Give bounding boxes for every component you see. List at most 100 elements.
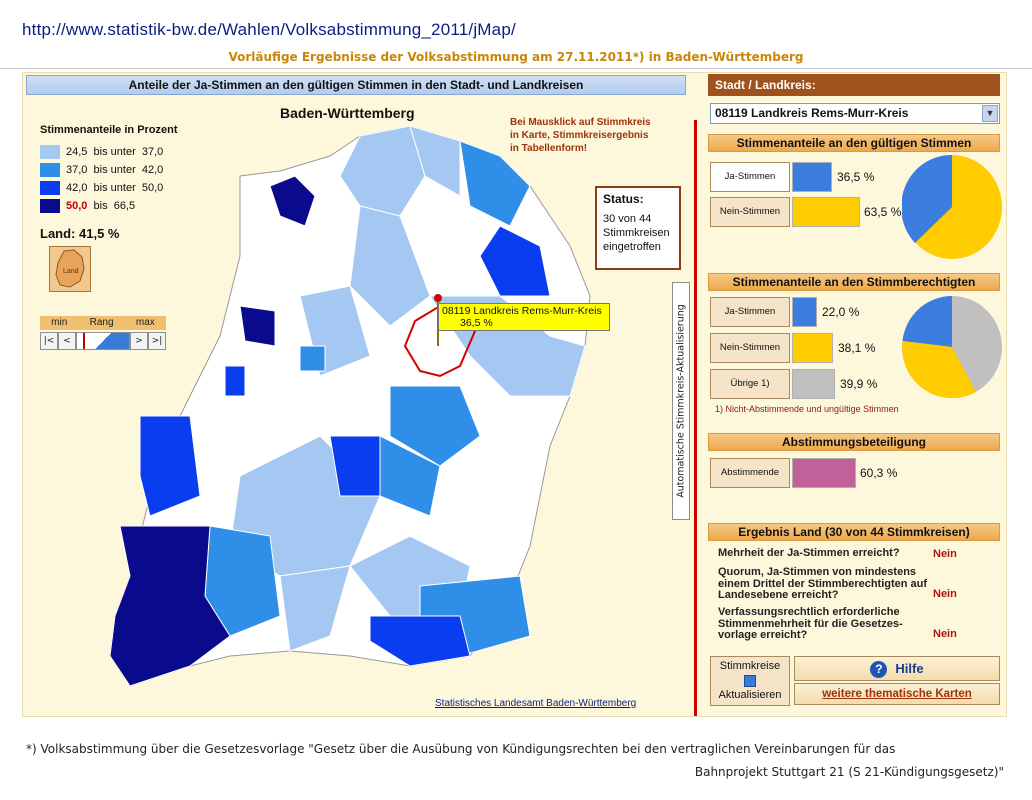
district-strong-1[interactable] <box>479 225 551 297</box>
legend-to: 50,0 <box>141 182 164 194</box>
more-maps-link[interactable]: weitere thematische Karten <box>794 683 1000 705</box>
auto-update-toggle[interactable]: Automatische Stimmkreis-Aktualisierung <box>672 282 690 520</box>
legend-text: bis unter <box>93 164 136 176</box>
legend-to: 66,5 <box>113 200 136 212</box>
other-eligible-button[interactable]: Übrige 1) <box>710 369 790 399</box>
footnote-line-1: *) Volksabstimmung über die Gesetzesvorl… <box>26 742 896 756</box>
district-strong-4[interactable] <box>369 615 471 667</box>
section-valid-votes: Stimmenanteile an den gültigen Stimmen <box>708 134 1000 152</box>
status-box: Status: 30 von 44 Stimmkreisen eingetrof… <box>595 186 681 270</box>
district-strong-5[interactable] <box>224 365 246 397</box>
help-button[interactable]: ? Hilfe <box>794 656 1000 681</box>
turnout-bar <box>792 458 856 488</box>
tooltip-value: 36,5 % <box>460 317 493 329</box>
map-title: Baden-Württemberg <box>280 105 415 121</box>
refresh-button[interactable]: Stimmkreise Aktualisieren <box>710 656 790 706</box>
status-title: Status: <box>603 192 644 206</box>
land-value: 41,5 % <box>79 226 120 241</box>
district-dark-2[interactable] <box>239 305 276 347</box>
legend-item: 42,0 bis unter 50,0 <box>40 180 163 196</box>
land-outline-icon[interactable]: Land <box>49 246 91 292</box>
rank-navigator: |< < > >| <box>40 332 166 350</box>
legend-text: bis unter <box>93 182 136 194</box>
tooltip-name: 08119 Landkreis Rems-Murr-Kreis <box>442 305 602 317</box>
rank-label: Rang <box>89 317 114 328</box>
last-button[interactable]: >| <box>148 332 166 350</box>
auto-update-label: Automatische Stimmkreis-Aktualisierung <box>675 304 687 498</box>
legend-swatch <box>40 199 60 213</box>
status-line: Stimmkreisen <box>603 227 670 239</box>
answer-quorum: Nein <box>933 588 957 600</box>
question-constitutional: Verfassungsrechtlich erforderliche Stimm… <box>718 606 903 641</box>
district-map[interactable] <box>30 96 690 716</box>
rank-slider-marker[interactable] <box>83 333 85 349</box>
legend-swatch <box>40 163 60 177</box>
eligible-voters-pie <box>902 296 1002 398</box>
no-votes-value: 63,5 % <box>864 205 902 219</box>
yes-eligible-bar <box>792 297 817 327</box>
page-subtitle: Vorläufige Ergebnisse der Volksabstimmun… <box>228 50 804 64</box>
district-light-2[interactable] <box>409 125 461 197</box>
legend-text: bis <box>93 200 108 212</box>
district-strong-2[interactable] <box>139 415 201 517</box>
district-header: Stadt / Landkreis: <box>708 74 1000 96</box>
prev-button[interactable]: < <box>58 332 76 350</box>
no-votes-bar <box>792 197 860 227</box>
answer-majority: Nein <box>933 548 957 560</box>
divider <box>0 68 1032 69</box>
refresh-label: Stimmkreise <box>719 660 781 672</box>
legend-text: bis unter <box>93 146 136 158</box>
district-mid-2[interactable] <box>389 385 481 467</box>
status-line: 30 von 44 <box>603 213 652 225</box>
turnout-button[interactable]: Abstimmende <box>710 458 790 488</box>
rank-max-label: max <box>135 317 155 328</box>
legend-title: Stimmenanteile in Prozent <box>40 124 178 136</box>
no-eligible-bar <box>792 333 833 363</box>
district-strong-3[interactable] <box>329 435 381 497</box>
refresh-icon <box>744 675 756 687</box>
rank-slider[interactable] <box>76 332 130 350</box>
next-button[interactable]: > <box>130 332 148 350</box>
no-votes-button[interactable]: Nein-Stimmen <box>710 197 790 227</box>
help-label: Hilfe <box>895 661 924 676</box>
district-dark-3[interactable] <box>109 525 231 687</box>
district-mid-6[interactable] <box>299 345 326 372</box>
legend-from: 37,0 <box>66 164 88 176</box>
footnote-eligible: 1) Nicht-Abstimmende und ungültige Stimm… <box>715 404 899 414</box>
turnout-value: 60,3 % <box>860 466 898 480</box>
district-tooltip: 08119 Landkreis Rems-Murr-Kreis 36,5 % <box>438 303 610 331</box>
legend-from: 50,0 <box>66 200 88 212</box>
district-light-3[interactable] <box>349 205 431 327</box>
question-quorum: Quorum, Ja-Stimmen von mindestens einem … <box>718 566 928 601</box>
section-state-result: Ergebnis Land (30 von 44 Stimmkreisen) <box>708 523 1000 541</box>
tooltip-pin <box>434 294 442 302</box>
legend-item: 50,0 bis 66,5 <box>40 198 135 214</box>
other-eligible-bar <box>792 369 835 399</box>
district-light-7[interactable] <box>279 565 351 652</box>
rank-min-label: min <box>51 317 68 328</box>
valid-votes-pie <box>902 155 1002 259</box>
first-button[interactable]: |< <box>40 332 58 350</box>
refresh-label-2: Aktualisieren <box>718 689 782 701</box>
yes-votes-button[interactable]: Ja-Stimmen <box>710 162 790 192</box>
land-result: Land: 41,5 % <box>40 226 120 241</box>
no-eligible-button[interactable]: Nein-Stimmen <box>710 333 790 363</box>
yes-votes-bar <box>792 162 832 192</box>
district-dark-1[interactable] <box>269 175 316 227</box>
land-label: Land: <box>40 226 76 241</box>
yes-eligible-value: 22,0 % <box>822 305 860 319</box>
other-eligible-value: 39,9 % <box>840 377 878 391</box>
status-line: eingetroffen <box>603 241 661 253</box>
map-header: Anteile der Ja-Stimmen an den gültigen S… <box>26 75 686 95</box>
legend-to: 42,0 <box>141 164 164 176</box>
legend-item: 37,0 bis unter 42,0 <box>40 162 163 178</box>
district-mid-1[interactable] <box>459 140 531 227</box>
district-select[interactable]: 08119 Landkreis Rems-Murr-Kreis ▼ <box>710 103 1000 124</box>
map-hint: Bei Mausklick auf Stimmkreis in Karte, S… <box>510 117 651 154</box>
legend-to: 37,0 <box>141 146 164 158</box>
credit-link[interactable]: Statistisches Landesamt Baden-Württember… <box>435 698 637 709</box>
yes-eligible-button[interactable]: Ja-Stimmen <box>710 297 790 327</box>
chevron-down-icon[interactable]: ▼ <box>982 105 998 122</box>
legend-swatch <box>40 145 60 159</box>
no-eligible-value: 38,1 % <box>838 341 876 355</box>
